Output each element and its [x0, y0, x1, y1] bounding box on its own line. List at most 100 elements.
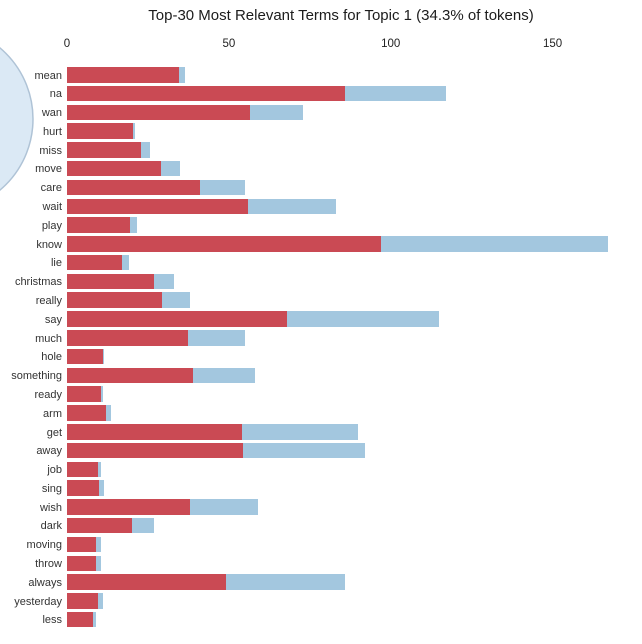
topic-frequency-bar[interactable]	[67, 217, 131, 233]
term-label[interactable]: much	[35, 332, 62, 345]
term-label[interactable]: miss	[39, 144, 62, 157]
term-label[interactable]: play	[41, 219, 62, 232]
term-label[interactable]: throw	[35, 558, 62, 571]
term-label[interactable]: ready	[34, 388, 62, 401]
topic-frequency-bar[interactable]	[67, 461, 98, 478]
term-label[interactable]: know	[36, 238, 62, 251]
topic-frequency-bar[interactable]	[67, 273, 155, 290]
topic-frequency-bar[interactable]	[67, 593, 98, 609]
bar-track	[67, 480, 642, 496]
bar-track	[67, 123, 642, 139]
topic-frequency-bar[interactable]	[67, 254, 123, 271]
bar-track	[67, 461, 642, 478]
topic-frequency-bar[interactable]	[67, 330, 189, 346]
topic-frequency-bar[interactable]	[67, 123, 134, 139]
topic-frequency-bar[interactable]	[67, 424, 242, 440]
term-label[interactable]: dark	[40, 520, 62, 533]
term-label[interactable]: really	[35, 294, 62, 307]
term-label[interactable]: sing	[41, 482, 62, 495]
topic-frequency-bar[interactable]	[67, 236, 381, 252]
term-row: know	[0, 235, 642, 254]
term-label[interactable]: moving	[26, 539, 62, 552]
topic-frequency-bar[interactable]	[67, 517, 132, 534]
term-row: sing	[0, 479, 642, 498]
topic-frequency-bar[interactable]	[67, 555, 97, 572]
bar-track	[67, 611, 642, 628]
term-label[interactable]: na	[49, 88, 62, 101]
term-label[interactable]: less	[42, 614, 62, 627]
topic-frequency-bar[interactable]	[67, 142, 142, 158]
term-label[interactable]: wish	[39, 501, 62, 514]
topic-frequency-bar[interactable]	[67, 104, 250, 121]
term-label[interactable]: something	[11, 370, 62, 383]
topic-frequency-bar[interactable]	[67, 85, 346, 102]
term-row: mean	[0, 66, 642, 85]
bar-track	[67, 574, 642, 590]
bar-track	[67, 442, 642, 459]
bar-track	[67, 555, 642, 572]
term-row: ready	[0, 385, 642, 404]
term-label[interactable]: wan	[41, 107, 62, 120]
term-row: care	[0, 179, 642, 198]
topic-frequency-bar[interactable]	[67, 67, 179, 83]
bar-track	[67, 499, 642, 515]
topic-frequency-bar[interactable]	[67, 292, 163, 308]
topic-frequency-bar[interactable]	[67, 179, 200, 196]
term-label[interactable]: christmas	[14, 276, 62, 289]
bar-track	[67, 386, 642, 402]
bar-track	[67, 330, 642, 346]
topic-frequency-bar[interactable]	[67, 198, 249, 215]
topic-frequency-bar[interactable]	[67, 611, 93, 628]
term-label[interactable]: hole	[41, 351, 62, 364]
term-label[interactable]: mean	[34, 69, 62, 82]
term-label[interactable]: move	[35, 163, 62, 176]
term-label[interactable]: care	[40, 182, 62, 195]
term-row: hurt	[0, 122, 642, 141]
topic-frequency-bar[interactable]	[67, 499, 190, 515]
bar-track	[67, 104, 642, 121]
topic-frequency-bar[interactable]	[67, 311, 288, 327]
topic-frequency-bar[interactable]	[67, 367, 194, 384]
term-label[interactable]: wait	[42, 201, 62, 214]
topic-frequency-bar[interactable]	[67, 442, 244, 459]
bar-track	[67, 517, 642, 534]
term-label[interactable]: get	[46, 426, 62, 439]
topic-frequency-bar[interactable]	[67, 536, 97, 553]
term-row: miss	[0, 141, 642, 160]
axis-tick: 150	[542, 38, 563, 50]
topic-circle[interactable]	[0, 0, 90, 270]
term-row: christmas	[0, 273, 642, 292]
topic-frequency-bar[interactable]	[67, 574, 226, 590]
topic-circle-shape[interactable]	[0, 26, 34, 212]
chart-title: Top-30 Most Relevant Terms for Topic 1 (…	[148, 7, 534, 24]
term-row: wan	[0, 104, 642, 123]
x-axis: 0 50 100 150	[64, 38, 642, 52]
term-row: much	[0, 329, 642, 348]
bar-track	[67, 85, 642, 102]
term-row: throw	[0, 555, 642, 574]
topic-frequency-bar[interactable]	[67, 160, 161, 177]
term-label[interactable]: yesterday	[14, 595, 62, 608]
term-row: something	[0, 367, 642, 386]
term-label[interactable]: say	[44, 313, 62, 326]
term-row: moving	[0, 536, 642, 555]
term-label[interactable]: away	[36, 445, 62, 458]
topic-frequency-bar[interactable]	[67, 480, 100, 496]
term-row: play	[0, 216, 642, 235]
term-label[interactable]: lie	[50, 257, 62, 270]
term-label[interactable]: arm	[43, 407, 62, 420]
topic-frequency-bar[interactable]	[67, 405, 106, 421]
axis-tick: 100	[381, 38, 401, 50]
term-label[interactable]: always	[28, 576, 62, 589]
term-row: yesterday	[0, 592, 642, 611]
term-label[interactable]: hurt	[43, 125, 62, 138]
bar-track	[67, 405, 642, 421]
term-row: get	[0, 423, 642, 442]
bar-track	[67, 179, 642, 196]
term-label[interactable]: job	[47, 464, 62, 477]
topic-frequency-bar[interactable]	[67, 348, 103, 365]
term-row: say	[0, 310, 642, 329]
bar-track	[67, 536, 642, 553]
topic-frequency-bar[interactable]	[67, 386, 101, 402]
